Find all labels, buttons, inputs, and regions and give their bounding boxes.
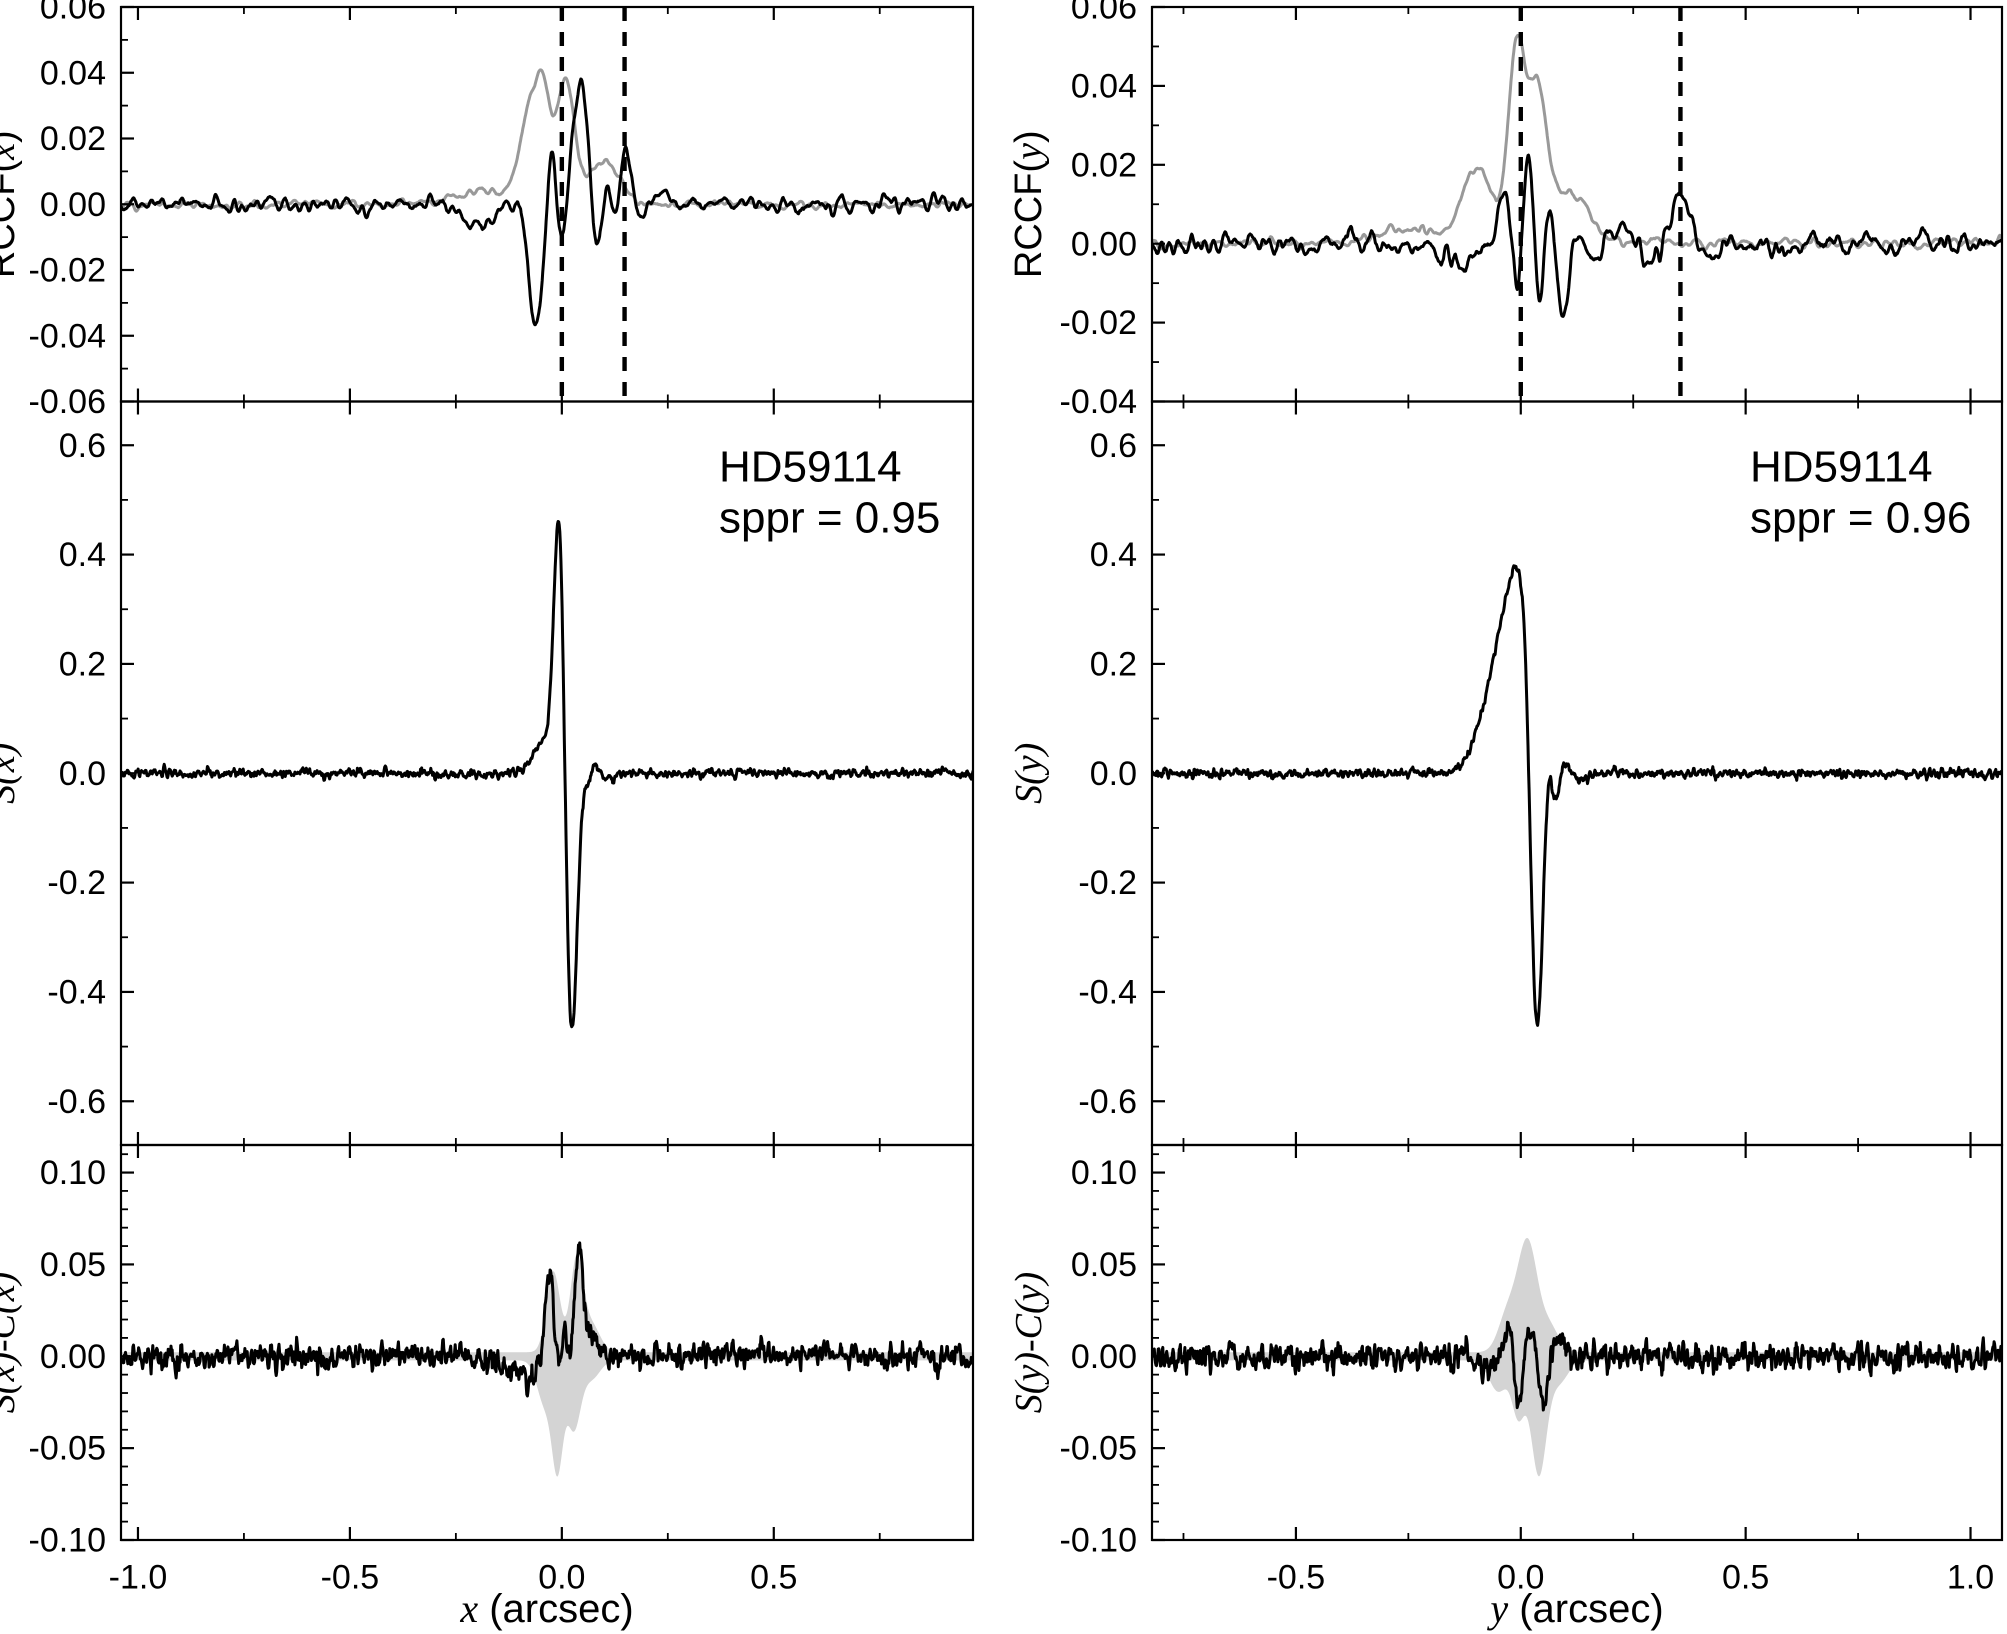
svg-text:-0.6: -0.6 xyxy=(1078,1083,1137,1121)
svg-text:-0.2: -0.2 xyxy=(1078,864,1137,902)
svg-text:-0.05: -0.05 xyxy=(29,1430,107,1468)
svg-text:y (arcsec): y (arcsec) xyxy=(1486,1586,1663,1631)
svg-text:RCCF(y): RCCF(y) xyxy=(1008,130,1050,278)
svg-text:sppr = 0.95: sppr = 0.95 xyxy=(719,494,940,543)
svg-text:S(x)-C(x): S(x)-C(x) xyxy=(0,1272,23,1413)
svg-text:S(x): S(x) xyxy=(0,743,23,804)
svg-text:0.5: 0.5 xyxy=(750,1559,797,1597)
svg-text:-0.04: -0.04 xyxy=(29,317,107,355)
svg-text:-0.06: -0.06 xyxy=(29,383,107,421)
svg-text:0.00: 0.00 xyxy=(40,186,106,224)
svg-text:-1.0: -1.0 xyxy=(109,1559,168,1597)
svg-text:-0.5: -0.5 xyxy=(1267,1559,1326,1597)
svg-text:0.00: 0.00 xyxy=(40,1338,106,1376)
svg-text:-0.04: -0.04 xyxy=(1060,383,1138,421)
svg-text:-0.10: -0.10 xyxy=(1060,1522,1138,1560)
svg-text:0.10: 0.10 xyxy=(1071,1154,1137,1192)
svg-text:0.0: 0.0 xyxy=(59,755,106,793)
svg-text:S(y)-C(y): S(y)-C(y) xyxy=(1008,1272,1050,1413)
svg-text:-0.05: -0.05 xyxy=(1060,1430,1138,1468)
svg-text:0.5: 0.5 xyxy=(1722,1559,1769,1597)
svg-text:0.04: 0.04 xyxy=(40,54,106,92)
svg-text:HD59114: HD59114 xyxy=(1750,443,1933,492)
svg-text:HD59114: HD59114 xyxy=(719,443,902,492)
svg-text:sppr = 0.96: sppr = 0.96 xyxy=(1750,494,1971,543)
svg-text:RCCF(x): RCCF(x) xyxy=(0,130,23,278)
svg-text:0.00: 0.00 xyxy=(1071,225,1137,263)
svg-text:x (arcsec): x (arcsec) xyxy=(459,1586,633,1631)
svg-text:0.02: 0.02 xyxy=(1071,146,1137,184)
svg-text:0.0: 0.0 xyxy=(1090,755,1137,793)
svg-text:-0.2: -0.2 xyxy=(47,864,106,902)
svg-text:0.2: 0.2 xyxy=(59,645,106,683)
svg-text:0.00: 0.00 xyxy=(1071,1338,1137,1376)
svg-text:0.6: 0.6 xyxy=(59,427,106,465)
svg-text:-0.02: -0.02 xyxy=(29,252,107,290)
svg-text:0.05: 0.05 xyxy=(40,1246,106,1284)
svg-text:S(y): S(y) xyxy=(1008,743,1050,804)
svg-text:0.2: 0.2 xyxy=(1090,645,1137,683)
svg-text:0.10: 0.10 xyxy=(40,1154,106,1192)
svg-text:0.05: 0.05 xyxy=(1071,1246,1137,1284)
svg-text:-0.10: -0.10 xyxy=(29,1522,107,1560)
svg-text:0.04: 0.04 xyxy=(1071,67,1137,105)
svg-text:0.6: 0.6 xyxy=(1090,427,1137,465)
svg-text:0.02: 0.02 xyxy=(40,120,106,158)
svg-text:-0.5: -0.5 xyxy=(321,1559,380,1597)
svg-text:-0.4: -0.4 xyxy=(47,973,106,1011)
svg-text:0.06: 0.06 xyxy=(1071,0,1137,27)
svg-text:0.06: 0.06 xyxy=(40,0,106,27)
svg-text:-0.02: -0.02 xyxy=(1060,304,1138,342)
svg-text:0.4: 0.4 xyxy=(59,536,106,574)
svg-text:-0.4: -0.4 xyxy=(1078,973,1137,1011)
svg-text:0.4: 0.4 xyxy=(1090,536,1137,574)
svg-text:1.0: 1.0 xyxy=(1947,1559,1994,1597)
svg-text:-0.6: -0.6 xyxy=(47,1083,106,1121)
